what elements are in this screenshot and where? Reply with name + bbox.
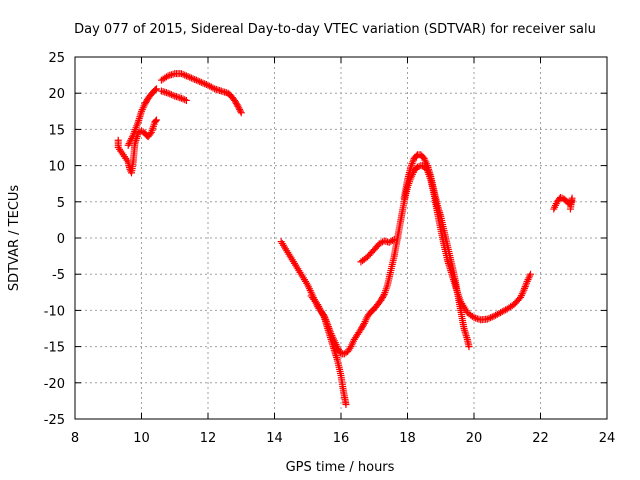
y-tick-label: 15	[48, 123, 65, 138]
y-tick-label: 0	[57, 232, 65, 247]
data-point	[192, 76, 200, 84]
data-point	[152, 116, 160, 124]
data-point	[189, 75, 197, 83]
data-point	[127, 136, 135, 144]
y-tick-label: -5	[52, 268, 65, 283]
y-tick-label: -20	[44, 377, 65, 392]
data-point	[181, 71, 189, 79]
data-point	[184, 73, 192, 81]
y-tick-labels: 25 20 15 10 5 0 -5 -10 -15 -20 -25	[44, 51, 65, 428]
series-arc-f	[357, 235, 398, 266]
data-point	[152, 86, 160, 94]
x-tick-labels: 8 10 12 14 16 18 20 22 24	[71, 431, 615, 446]
data-point	[485, 314, 493, 322]
series-arc-c	[157, 70, 245, 117]
x-tick-label: 20	[466, 431, 483, 446]
y-tick-label: 10	[48, 160, 65, 175]
data-point	[128, 135, 136, 143]
data-point	[191, 75, 199, 83]
series-arc-e	[307, 292, 350, 409]
data-point	[152, 117, 160, 125]
data-point	[390, 235, 398, 243]
series-arc-h	[550, 193, 576, 213]
data-point	[527, 270, 535, 278]
data-point	[179, 95, 187, 103]
grid-lines	[75, 57, 607, 419]
data-point	[182, 72, 190, 80]
data-point	[483, 315, 491, 323]
data-point	[202, 81, 210, 89]
data-point	[194, 77, 202, 85]
data-point	[179, 70, 187, 78]
series-arc-g	[400, 151, 473, 351]
y-tick-label: 5	[57, 196, 65, 211]
data-point	[125, 140, 133, 148]
data-point	[182, 96, 190, 104]
series-arc-b	[157, 87, 190, 104]
x-tick-label: 24	[599, 431, 616, 446]
x-tick-label: 8	[71, 431, 79, 446]
data-point	[359, 321, 367, 329]
data-point	[413, 163, 421, 171]
data-point	[167, 91, 175, 99]
x-axis-label: GPS time / hours	[286, 460, 395, 475]
y-axis-label: SDTVAR / TECUs	[7, 185, 22, 292]
x-tick-label: 18	[399, 431, 416, 446]
data-point	[128, 133, 136, 141]
data-point	[177, 70, 185, 78]
data-point	[126, 138, 134, 146]
data-point	[237, 109, 245, 117]
data-point	[236, 105, 244, 113]
data-point	[234, 102, 242, 110]
data-point	[187, 74, 195, 82]
y-tick-label: 20	[48, 87, 65, 102]
x-tick-label: 10	[133, 431, 150, 446]
chart-title: Day 077 of 2015, Sidereal Day-to-day VTE…	[74, 22, 596, 37]
data-point	[181, 96, 189, 104]
data-point	[197, 78, 205, 86]
data-point	[556, 193, 564, 201]
data-point	[199, 79, 207, 87]
data-point	[389, 236, 397, 244]
data-point	[209, 84, 217, 92]
x-tick-label: 14	[266, 431, 283, 446]
data-point	[177, 94, 185, 102]
data-points	[114, 70, 576, 409]
data-point	[166, 90, 174, 98]
data-point	[235, 104, 243, 112]
data-point	[487, 314, 495, 322]
data-point	[162, 73, 170, 81]
data-point	[488, 313, 496, 321]
data-point	[169, 91, 177, 99]
x-tick-label: 22	[532, 431, 549, 446]
series-arc-a-low	[114, 116, 160, 177]
plot-frame	[74, 56, 608, 420]
series-arc-a-rise	[124, 85, 160, 149]
data-point	[196, 78, 204, 86]
data-point	[201, 80, 209, 88]
data-point	[124, 141, 132, 149]
data-point	[342, 401, 350, 409]
data-point	[566, 205, 574, 213]
data-point	[186, 73, 194, 81]
y-tick-label: -15	[44, 341, 65, 356]
y-tick-label: -25	[44, 413, 65, 428]
data-point	[379, 292, 387, 300]
x-tick-label: 12	[200, 431, 217, 446]
data-point	[152, 85, 160, 93]
data-point	[151, 86, 159, 94]
data-point	[164, 89, 172, 97]
data-point	[236, 107, 244, 115]
y-tick-label: -10	[44, 304, 65, 319]
data-point	[465, 343, 473, 351]
x-tick-label: 16	[333, 431, 350, 446]
data-point	[233, 101, 241, 109]
y-tick-label: 25	[48, 51, 65, 66]
